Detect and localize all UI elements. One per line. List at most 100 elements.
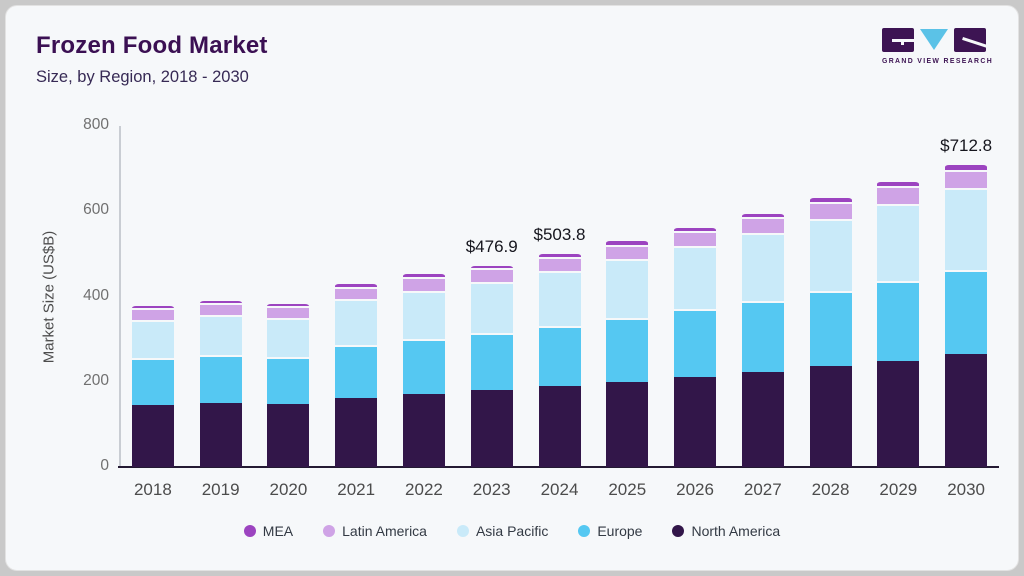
bar-2022-europe xyxy=(402,338,445,394)
bar-2028-europe xyxy=(809,290,852,367)
bar-2026-asia-pacific xyxy=(674,246,717,310)
x-tick-2026: 2026 xyxy=(676,480,714,499)
bar-2018-mea xyxy=(131,303,174,309)
bar-2030-asia-pacific xyxy=(945,187,988,270)
y-tick-0: 0 xyxy=(100,457,109,474)
x-tick-2018: 2018 xyxy=(133,480,172,499)
bar-2022-latin-america xyxy=(402,276,445,291)
bar-2024-europe xyxy=(538,325,581,387)
bar-2030-europe xyxy=(945,269,988,355)
y-tick-800: 800 xyxy=(83,116,109,133)
bar-2028-mea xyxy=(809,196,852,203)
legend-item-mea: MEA xyxy=(243,523,294,539)
bar-2018-europe xyxy=(131,357,174,405)
bar-2026-latin-america xyxy=(674,231,717,247)
legend-item-latin-america: Latin America xyxy=(323,523,427,539)
x-tick-2020: 2020 xyxy=(269,480,308,499)
bar-2019-mea xyxy=(199,299,242,304)
legend-item-north-america: North America xyxy=(672,523,780,539)
gvr-logo-marks xyxy=(882,28,986,54)
annotation-2024: $503.8 xyxy=(533,225,586,245)
bar-2021-europe xyxy=(335,344,378,398)
annotation-2023: $476.9 xyxy=(465,236,518,256)
bar-2025-north-america xyxy=(606,381,649,467)
bar-2029-europe xyxy=(877,280,920,361)
bar-2018-asia-pacific xyxy=(131,319,174,358)
logo-g-block-icon xyxy=(882,28,914,52)
x-tick-2030: 2030 xyxy=(947,480,986,499)
x-tick-2021: 2021 xyxy=(337,480,376,499)
bar-2025-europe xyxy=(606,317,649,382)
bar-2026-north-america xyxy=(674,377,717,467)
bar-2028-asia-pacific xyxy=(809,218,852,291)
bar-2022-mea xyxy=(402,272,445,277)
bar-2020-north-america xyxy=(267,404,310,467)
bar-2023-asia-pacific xyxy=(470,282,513,334)
chart-card: Frozen Food Market Size, by Region, 2018… xyxy=(5,5,1019,571)
x-tick-2027: 2027 xyxy=(743,480,782,499)
page-title: Frozen Food Market xyxy=(36,32,268,59)
logo-text: GRAND VIEW RESEARCH xyxy=(882,58,994,65)
y-tick-200: 200 xyxy=(83,371,109,389)
bar-2019-asia-pacific xyxy=(199,315,242,355)
legend-dot-icon xyxy=(672,525,685,537)
bar-2027-latin-america xyxy=(741,217,784,234)
bar-2030-latin-america xyxy=(945,169,988,188)
y-axis-line xyxy=(119,126,121,467)
bar-2029-north-america xyxy=(877,360,920,467)
bar-2027-asia-pacific xyxy=(741,233,784,301)
bar-2023-latin-america xyxy=(470,268,513,283)
x-tick-2019: 2019 xyxy=(201,480,240,499)
bar-2029-latin-america xyxy=(877,186,920,204)
bar-2024-asia-pacific xyxy=(538,271,581,326)
bar-2020-mea xyxy=(267,302,310,307)
chart-subtitle: Size, by Region, 2018 - 2030 xyxy=(36,68,249,86)
legend-item-europe: Europe xyxy=(578,523,642,539)
bar-2021-north-america xyxy=(335,397,378,467)
bar-2028-north-america xyxy=(809,366,852,467)
bar-2023-mea xyxy=(470,263,513,269)
bar-2019-europe xyxy=(199,354,242,404)
x-tick-2023: 2023 xyxy=(472,480,511,499)
bar-2023-north-america xyxy=(470,390,513,467)
legend-item-asia-pacific: Asia Pacific xyxy=(456,523,549,539)
bar-2018-latin-america xyxy=(131,308,174,320)
bar-2025-asia-pacific xyxy=(606,259,649,318)
bar-2027-mea xyxy=(741,211,784,218)
bar-2024-latin-america xyxy=(538,256,581,272)
y-tick-600: 600 xyxy=(83,201,109,219)
legend-dot-icon xyxy=(456,525,469,537)
x-tick-2022: 2022 xyxy=(405,480,443,499)
x-tick-2029: 2029 xyxy=(879,480,918,499)
bar-2026-europe xyxy=(674,309,717,378)
bar-2030-mea xyxy=(945,163,988,170)
bar-2026-mea xyxy=(674,225,717,232)
bar-2027-north-america xyxy=(741,371,784,467)
bar-2025-mea xyxy=(606,239,649,245)
bar-2029-mea xyxy=(877,180,920,187)
bar-2024-north-america xyxy=(538,386,581,467)
bar-2020-latin-america xyxy=(267,306,310,319)
bar-2023-europe xyxy=(470,333,513,391)
bar-2021-latin-america xyxy=(335,286,378,299)
plot-area xyxy=(118,126,1000,468)
logo-r-block-icon xyxy=(954,28,986,52)
legend-dot-icon xyxy=(578,525,591,537)
bar-2018-north-america xyxy=(131,404,174,467)
bar-2021-asia-pacific xyxy=(335,298,378,345)
bar-2025-latin-america xyxy=(606,244,649,260)
legend-label: North America xyxy=(691,523,781,539)
bar-2029-asia-pacific xyxy=(877,203,920,281)
legend-label: Asia Pacific xyxy=(475,523,549,539)
bar-2024-mea xyxy=(538,252,581,257)
x-tick-2025: 2025 xyxy=(608,480,647,499)
bar-2020-asia-pacific xyxy=(267,318,310,358)
legend-dot-icon xyxy=(243,525,256,537)
bar-2022-north-america xyxy=(402,393,445,467)
x-axis-line xyxy=(118,466,999,468)
legend-label: MEA xyxy=(262,523,294,539)
x-tick-2028: 2028 xyxy=(811,480,850,499)
bar-2019-north-america xyxy=(199,403,242,467)
y-axis-title: Market Size (US$B) xyxy=(40,230,58,364)
bar-2022-asia-pacific xyxy=(402,290,445,339)
